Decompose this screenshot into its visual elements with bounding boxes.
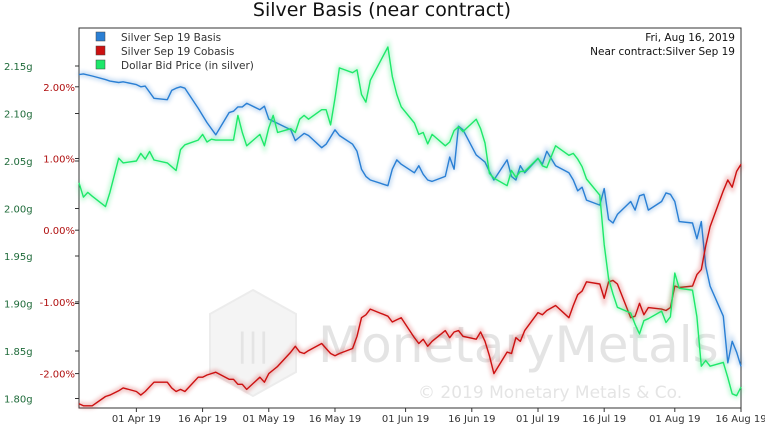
info-contract: Near contract:Silver Sep 19 (590, 46, 735, 58)
watermark: ||| MonetaryMetals © 2019 Monetary Metal… (209, 288, 719, 403)
x-tick-label: 16 Jun 19 (448, 414, 495, 425)
x-tick-label: 01 Apr 19 (112, 414, 161, 425)
x-axis: 01 Apr 19 16 Apr 19 01 May 19 16 May 19 01 J… (112, 408, 765, 425)
x-tick-label: 16 Aug 19 (715, 414, 765, 425)
right-tick-label: 1.00% (43, 154, 75, 165)
watermark-copyright: © 2019 Monetary Metals & Co. (418, 383, 682, 403)
x-tick-label: 16 Apr 19 (178, 414, 227, 425)
right-axis: 2.00% 1.00% 0.00% -1.00% -2.00% (40, 83, 79, 381)
x-tick-label: 16 May 19 (309, 414, 361, 425)
left-tick-label: 2.05g (4, 157, 33, 168)
right-tick-label: -2.00% (40, 370, 75, 381)
left-tick-label: 1.80g (4, 395, 33, 406)
plot-frame (78, 27, 742, 409)
series-line-silver-sep-19-cobasis (78, 163, 742, 407)
legend-label: Dollar Bid Price (in silver) (121, 60, 254, 72)
left-tick-label: 1.90g (4, 300, 33, 311)
right-tick-label: 0.00% (43, 226, 75, 237)
left-tick-label: 2.15g (4, 62, 33, 73)
watermark-brand: MonetaryMetals (318, 316, 719, 374)
x-tick-label: 01 Aug 19 (649, 414, 700, 425)
x-tick-label: 01 Jun 19 (382, 414, 429, 425)
info-date: Fri, Aug 16, 2019 (645, 32, 735, 44)
chart-title: Silver Basis (near contract) (253, 0, 511, 21)
legend: Silver Sep 19 Basis Silver Sep 19 Cobasis… (95, 31, 254, 72)
right-tick-label: -1.00% (40, 298, 75, 309)
x-tick-label: 01 Jul 19 (516, 414, 560, 425)
legend-label: Silver Sep 19 Cobasis (121, 46, 234, 58)
left-tick-label: 1.85g (4, 347, 33, 358)
series-layer (76, 39, 744, 409)
right-tick-label: 2.00% (43, 83, 75, 94)
watermark-logo-letters: ||| (237, 326, 269, 364)
legend-label: Silver Sep 19 Basis (121, 32, 221, 44)
legend-swatch (95, 31, 106, 42)
series-line-dollar-bid-price-in-silver (78, 46, 742, 397)
legend-swatch (95, 45, 106, 56)
left-axis: 2.15g 2.10g 2.05g 2.00g 1.95g 1.90g 1.85g 1.80g (4, 62, 79, 406)
x-tick-label: 16 Jul 19 (582, 414, 626, 425)
left-tick-label: 2.10g (4, 110, 33, 121)
left-tick-label: 2.00g (4, 205, 33, 216)
legend-swatch (95, 59, 106, 70)
left-tick-label: 1.95g (4, 252, 33, 263)
series-line-silver-sep-19-basis (78, 73, 742, 367)
x-tick-label: 01 May 19 (243, 414, 295, 425)
